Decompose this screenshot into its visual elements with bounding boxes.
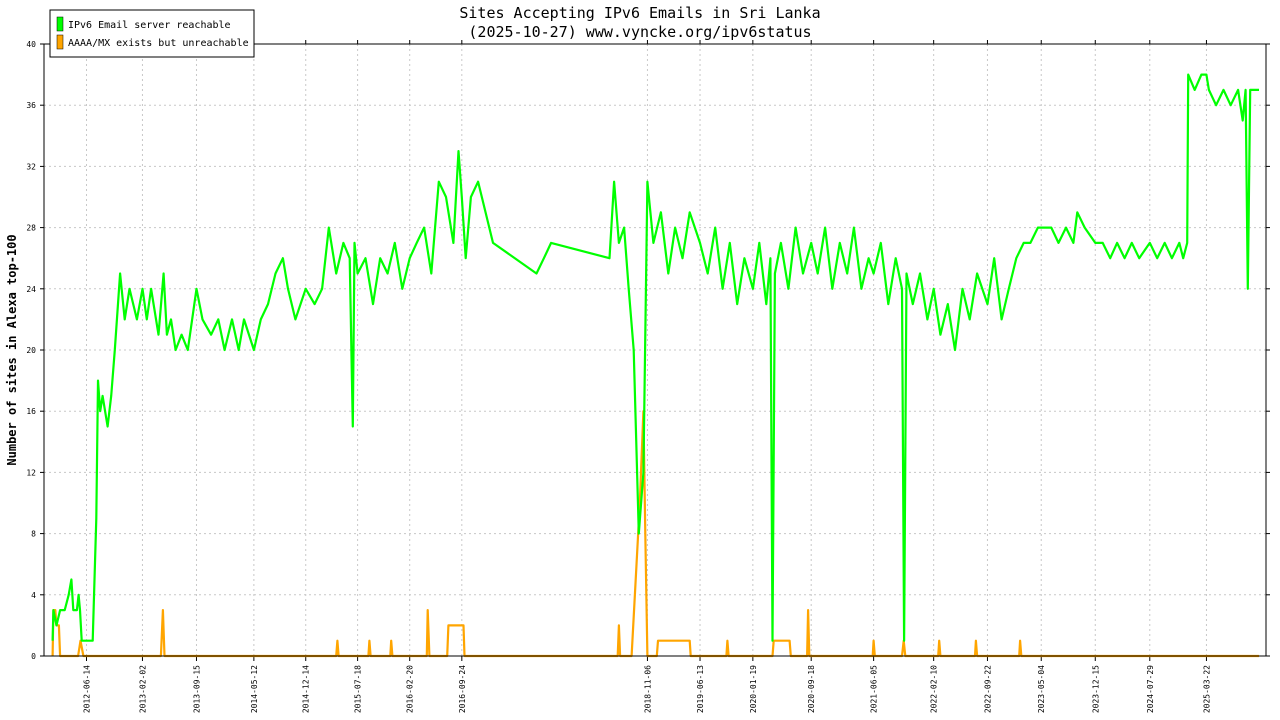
x-tick-label: 2016-09-24 bbox=[458, 665, 467, 713]
y-tick-label: 8 bbox=[31, 530, 36, 539]
legend-box bbox=[49, 9, 255, 58]
x-tick-label: 2012-06-14 bbox=[83, 665, 92, 713]
x-tick-label: 2021-06-05 bbox=[870, 665, 879, 713]
series-line-reachable bbox=[51, 73, 1259, 642]
plot-frame bbox=[43, 43, 1267, 657]
plot-series bbox=[51, 73, 1259, 658]
x-tick-label: 2018-11-06 bbox=[643, 665, 652, 713]
x-axis-ticks: 2012-06-14 2013-02-02 2013-09-15 2014-05-12… bbox=[83, 40, 1211, 713]
x-tick-label: 2013-02-02 bbox=[138, 665, 147, 713]
y-tick-label: 4 bbox=[31, 591, 36, 600]
x-tick-label: 2020-01-19 bbox=[749, 665, 758, 713]
grid bbox=[44, 44, 1266, 656]
y-axis-ticks: 0 4 8 12 16 20 24 28 32 36 40 bbox=[26, 40, 1270, 661]
x-tick-label: 2023-05-04 bbox=[1037, 665, 1046, 713]
x-tick-label: 2022-09-22 bbox=[983, 665, 992, 713]
x-tick-label: 2014-05-12 bbox=[250, 665, 259, 713]
x-tick-label: 2016-02-20 bbox=[406, 665, 415, 713]
y-tick-label: 36 bbox=[26, 101, 36, 110]
x-tick-label: 2025-03-22 bbox=[1202, 665, 1211, 713]
legend-swatch-reachable bbox=[56, 16, 64, 32]
x-tick-label: 2019-06-13 bbox=[696, 665, 705, 713]
x-tick-label: 2013-09-15 bbox=[192, 665, 201, 713]
x-tick-label: 2014-12-14 bbox=[302, 665, 311, 713]
y-tick-label: 20 bbox=[26, 346, 36, 355]
y-tick-label: 28 bbox=[26, 224, 36, 233]
y-tick-label: 12 bbox=[26, 468, 36, 477]
chart-title: Sites Accepting IPv6 Emails in Sri Lanka bbox=[459, 4, 820, 22]
y-axis-label: Number of sites in Alexa top-100 bbox=[5, 234, 19, 465]
legend-label-unreachable: AAAA/MX exists but unreachable bbox=[68, 38, 249, 49]
y-tick-label: 0 bbox=[31, 652, 36, 661]
y-tick-label: 24 bbox=[26, 285, 36, 294]
x-tick-label: 2024-07-29 bbox=[1146, 665, 1155, 713]
x-tick-label: 2020-09-18 bbox=[807, 665, 816, 713]
series-line-unreachable bbox=[51, 410, 1259, 658]
legend-label-reachable: IPv6 Email server reachable bbox=[68, 20, 231, 31]
x-tick-label: 2023-12-15 bbox=[1091, 665, 1100, 713]
y-tick-label: 32 bbox=[26, 162, 36, 171]
legend: IPv6 Email server reachable AAAA/MX exis… bbox=[49, 9, 255, 58]
chart-subtitle: (2025-10-27) www.vyncke.org/ipv6status bbox=[468, 23, 811, 41]
y-tick-label: 16 bbox=[26, 407, 36, 416]
legend-swatch-unreachable bbox=[56, 34, 64, 50]
y-tick-label: 40 bbox=[26, 40, 36, 49]
x-tick-label: 2015-07-18 bbox=[354, 665, 363, 713]
x-tick-label: 2022-02-10 bbox=[930, 665, 939, 713]
